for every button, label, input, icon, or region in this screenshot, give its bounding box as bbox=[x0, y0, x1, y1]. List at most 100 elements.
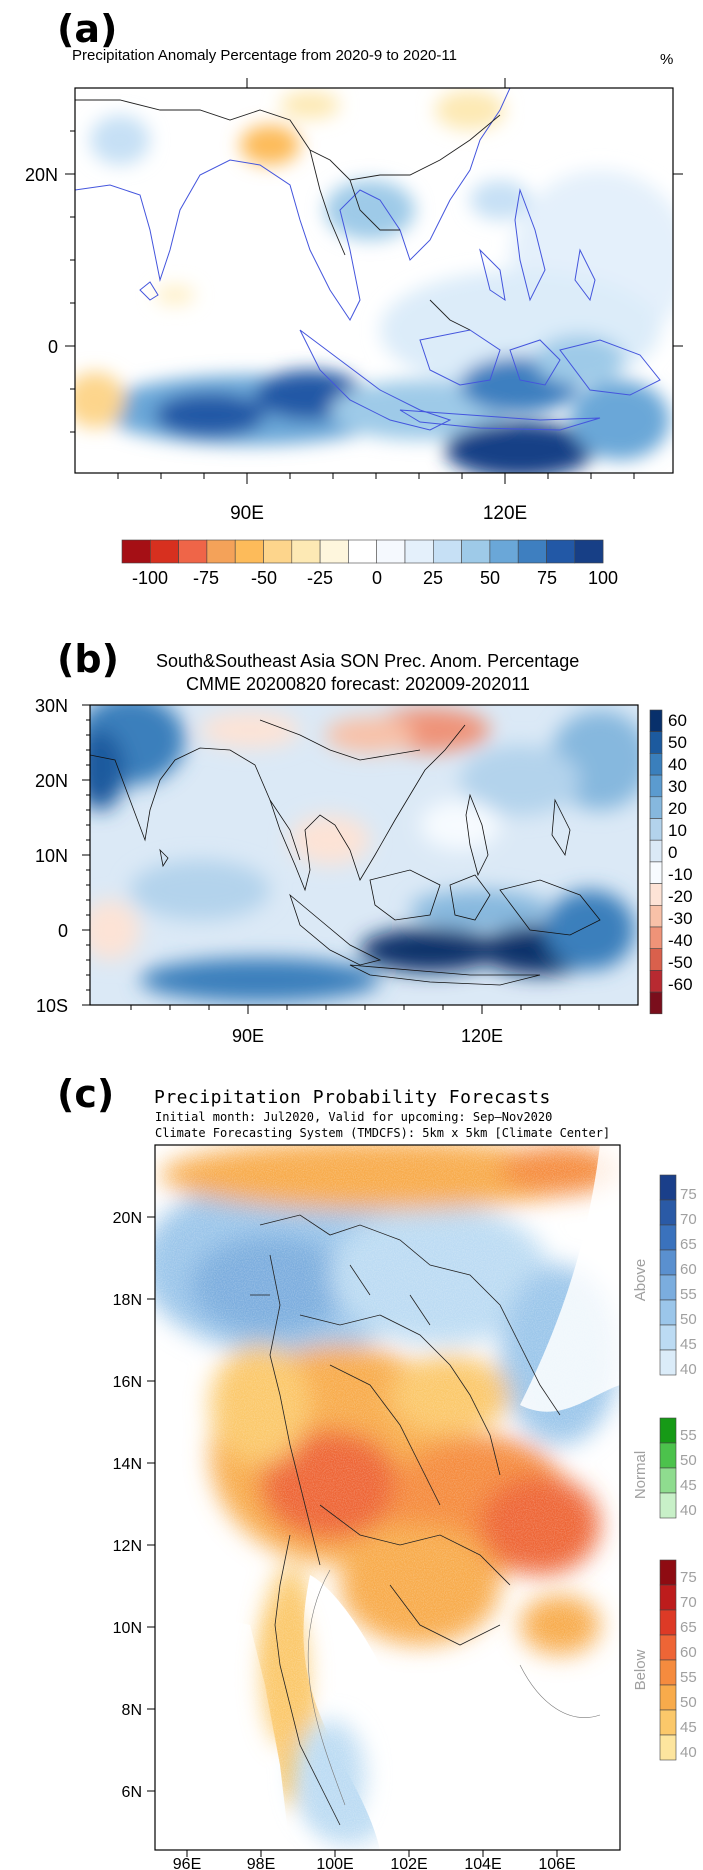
panel-a-colorbar-swatch bbox=[489, 539, 519, 564]
panel-b-colorbar-swatch bbox=[649, 883, 663, 906]
panel-a-cb-label: 50 bbox=[480, 568, 500, 588]
panel-a-cb-label: -100 bbox=[132, 568, 168, 588]
panel-b-label: (b) bbox=[57, 637, 119, 681]
panel-a-colorbar-swatch bbox=[263, 539, 293, 564]
above-label: 65 bbox=[680, 1236, 697, 1253]
panel-b-colorbar-swatch bbox=[649, 753, 663, 776]
above-swatch bbox=[659, 1224, 677, 1251]
panel-c-lon-98e: 98E bbox=[247, 1856, 275, 1870]
panel-a-cb-label: 0 bbox=[372, 568, 382, 588]
panel-b-colorbar-swatch bbox=[649, 991, 663, 1015]
above-label: 40 bbox=[680, 1361, 697, 1378]
below-swatch bbox=[659, 1709, 677, 1736]
panel-b: (b) South&Southeast Asia SON Prec. Anom.… bbox=[0, 630, 703, 1050]
panel-b-cb-label: 0 bbox=[668, 843, 677, 862]
panel-b-cb-label: -50 bbox=[668, 953, 693, 972]
panel-b-colorbar-swatch bbox=[649, 731, 663, 754]
panel-a-colorbar-swatch bbox=[121, 539, 151, 564]
panel-a-map: 20N 0 90E 120E bbox=[25, 78, 683, 520]
panel-a-cb-label: -75 bbox=[193, 568, 219, 588]
panel-b-cb-label: 50 bbox=[668, 733, 687, 752]
below-category: Below bbox=[632, 1649, 649, 1690]
panel-b-cb-label: -60 bbox=[668, 975, 693, 994]
panel-c-lon-104e: 104E bbox=[464, 1856, 501, 1870]
below-swatch bbox=[659, 1559, 677, 1586]
panel-c-label: (c) bbox=[57, 1072, 115, 1116]
panel-b-cb-label: -30 bbox=[668, 909, 693, 928]
panel-c: (c) Precipitation Probability Forecasts … bbox=[0, 1065, 703, 1870]
panel-a-colorbar-swatch bbox=[461, 539, 491, 564]
panel-b-colorbar-swatch bbox=[649, 948, 663, 971]
panel-a-title: Precipitation Anomaly Percentage from 20… bbox=[72, 47, 457, 64]
panel-a-colorbar-swatch bbox=[319, 539, 349, 564]
above-swatch bbox=[659, 1174, 677, 1201]
below-swatch bbox=[659, 1634, 677, 1661]
below-swatch bbox=[659, 1609, 677, 1636]
panel-b-map: 30N 20N 10N 0 10S 90E 120E 60 50 40 30 2… bbox=[35, 696, 693, 1046]
panel-b-colorbar-swatch bbox=[649, 970, 663, 993]
panel-b-colorbar-swatch bbox=[649, 839, 663, 863]
below-label: 65 bbox=[680, 1619, 697, 1636]
below-label: 75 bbox=[680, 1569, 697, 1586]
panel-b-cb-label: 40 bbox=[668, 755, 687, 774]
panel-a-lon-120e: 120E bbox=[483, 503, 527, 520]
panel-b-title-line1: South&Southeast Asia SON Prec. Anom. Per… bbox=[156, 651, 580, 671]
panel-b-cb-label: 10 bbox=[668, 821, 687, 840]
panel-b-lon-120e: 120E bbox=[461, 1026, 503, 1046]
below-swatch bbox=[659, 1734, 677, 1761]
panel-b-cb-label: -10 bbox=[668, 865, 693, 884]
above-label: 70 bbox=[680, 1211, 697, 1228]
panel-a-cb-label: 25 bbox=[423, 568, 443, 588]
panel-b-cb-label: -20 bbox=[668, 887, 693, 906]
panel-a-cb-label: -50 bbox=[251, 568, 277, 588]
above-label: 45 bbox=[680, 1336, 697, 1353]
above-swatch bbox=[659, 1299, 677, 1326]
panel-b-colorbar-swatch bbox=[649, 818, 663, 841]
below-label: 45 bbox=[680, 1719, 697, 1736]
panel-a-colorbar-swatch bbox=[574, 539, 604, 564]
above-label: 50 bbox=[680, 1311, 697, 1328]
panel-c-lon-100e: 100E bbox=[316, 1856, 353, 1870]
panel-b-colorbar-swatch bbox=[649, 904, 663, 928]
normal-swatch bbox=[659, 1442, 677, 1469]
panel-c-lon-96e: 96E bbox=[173, 1856, 201, 1870]
below-label: 70 bbox=[680, 1594, 697, 1611]
panel-a-cb-label: 100 bbox=[588, 568, 618, 588]
panel-a-lon-90e: 90E bbox=[230, 503, 264, 520]
normal-label: 40 bbox=[680, 1502, 697, 1519]
below-label: 40 bbox=[680, 1744, 697, 1761]
panel-b-cb-label: 30 bbox=[668, 777, 687, 796]
panel-b-lon-90e: 90E bbox=[232, 1026, 264, 1046]
panel-a-colorbar-swatch bbox=[432, 539, 462, 564]
panel-a-label: (a) bbox=[57, 7, 118, 51]
panel-a-colorbar-swatch bbox=[291, 539, 321, 564]
panel-b-colorbar-swatch bbox=[649, 796, 663, 819]
panel-c-lon-102e: 102E bbox=[390, 1856, 427, 1870]
panel-c-title: Precipitation Probability Forecasts bbox=[154, 1087, 551, 1108]
normal-category: Normal bbox=[632, 1451, 649, 1499]
panel-a-colorbar-swatch bbox=[234, 539, 264, 564]
normal-swatch bbox=[659, 1467, 677, 1494]
panel-a-lat-0: 0 bbox=[48, 337, 58, 357]
panel-b-colorbar-labels: 60 50 40 30 20 10 0 -10 -20 -30 -40 -50 … bbox=[668, 711, 693, 994]
panel-c-lat-18n: 18N bbox=[113, 1292, 142, 1309]
normal-label: 45 bbox=[680, 1477, 697, 1494]
panel-c-lon-106e: 106E bbox=[538, 1856, 575, 1870]
panel-b-title-line2: CMME 20200820 forecast: 202009-202011 bbox=[186, 674, 530, 694]
below-label: 55 bbox=[680, 1669, 697, 1686]
panel-a-colorbar-swatch bbox=[546, 539, 576, 564]
panel-b-cb-label: 60 bbox=[668, 711, 687, 730]
panel-a-lat-20n: 20N bbox=[25, 165, 58, 185]
panel-a-colorbar-labels: -100 -75 -50 -25 0 25 50 75 100 bbox=[132, 568, 618, 588]
panel-c-lat-14n: 14N bbox=[113, 1456, 142, 1473]
panel-a-colorbar-swatch bbox=[376, 539, 406, 564]
panel-b-colorbar-swatch bbox=[649, 774, 663, 798]
panel-b-colorbar-swatch bbox=[649, 709, 663, 733]
below-label: 50 bbox=[680, 1694, 697, 1711]
below-swatch bbox=[659, 1684, 677, 1711]
above-swatch bbox=[659, 1199, 677, 1226]
above-label: 55 bbox=[680, 1286, 697, 1303]
panel-b-lat-20n: 20N bbox=[35, 771, 68, 791]
panel-c-lat-20n: 20N bbox=[113, 1210, 142, 1227]
panel-a-colorbar: -100 -75 -50 -25 0 25 50 75 100 bbox=[121, 539, 618, 588]
